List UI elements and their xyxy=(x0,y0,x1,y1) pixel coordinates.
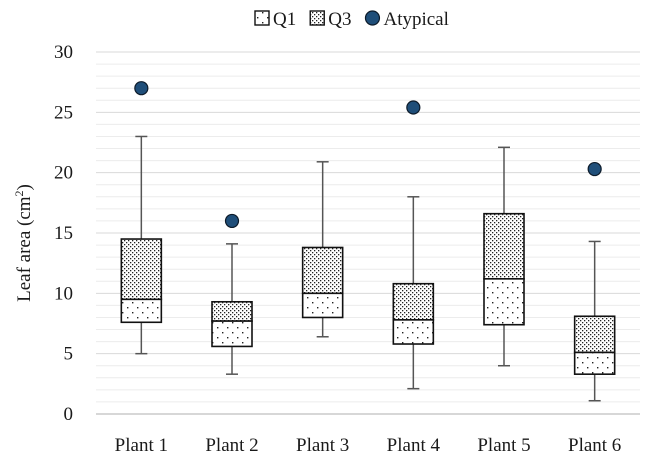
y-axis-title-close: ) xyxy=(14,184,35,190)
legend-label: Atypical xyxy=(383,9,448,30)
box-6 xyxy=(573,161,616,402)
q1-segment xyxy=(301,292,344,319)
legend-item: Atypical xyxy=(364,9,449,30)
legend-swatch xyxy=(309,10,325,26)
x-category-label: Plant 1 xyxy=(115,435,168,456)
box-5 xyxy=(483,146,525,367)
x-category-label: Plant 5 xyxy=(477,435,530,456)
legend-label: Q3 xyxy=(328,9,351,30)
q1-segment xyxy=(573,351,616,375)
outlier-point xyxy=(587,161,602,177)
q1-segment xyxy=(483,278,525,326)
q3-segment xyxy=(392,282,435,321)
y-tick-label: 30 xyxy=(54,42,73,63)
q3-segment xyxy=(483,212,525,280)
y-axis-title-base: Leaf area (cm xyxy=(14,196,35,302)
y-tick-label: 15 xyxy=(54,223,73,244)
legend-item: Q3 xyxy=(309,9,351,30)
x-category-label: Plant 6 xyxy=(568,435,621,456)
y-tick-label: 20 xyxy=(54,163,73,184)
x-category-label: Plant 3 xyxy=(296,435,349,456)
legend-label: Q1 xyxy=(273,9,296,30)
legend: Q1 Q3 Atypical xyxy=(254,9,449,30)
q3-segment xyxy=(301,246,344,295)
outlier-point xyxy=(406,100,421,115)
y-tick-label: 10 xyxy=(54,283,73,304)
y-axis-title: Leaf area (cm2) xyxy=(12,184,35,302)
box-1 xyxy=(120,81,163,355)
outlier-point xyxy=(224,213,240,229)
legend-item: Q1 xyxy=(254,9,296,30)
y-axis-title-sup: 2 xyxy=(12,190,26,196)
q1-segment xyxy=(120,298,163,324)
boxes xyxy=(120,81,616,402)
q1-segment xyxy=(392,319,435,345)
y-tick-label: 0 xyxy=(64,404,74,425)
box-3 xyxy=(301,161,344,338)
outlier-point xyxy=(134,81,149,96)
box-4 xyxy=(392,100,435,390)
gridlines xyxy=(96,51,640,415)
y-tick-label: 25 xyxy=(54,102,73,123)
q3-segment xyxy=(120,238,163,301)
legend-marker-atypical xyxy=(364,10,381,26)
q1-segment xyxy=(211,320,253,348)
y-tick-label: 5 xyxy=(64,344,74,365)
y-axis-ticks: 0 5 10 15 20 25 30 xyxy=(54,42,73,425)
x-axis-labels: Plant 1 Plant 2 Plant 3 Plant 4 Plant 5 Plant… xyxy=(115,435,622,456)
box-2 xyxy=(211,213,253,375)
x-category-label: Plant 2 xyxy=(205,435,258,456)
q3-segment xyxy=(211,300,253,322)
x-category-label: Plant 4 xyxy=(387,435,441,456)
legend-swatch xyxy=(254,10,270,26)
q3-segment xyxy=(573,315,616,354)
